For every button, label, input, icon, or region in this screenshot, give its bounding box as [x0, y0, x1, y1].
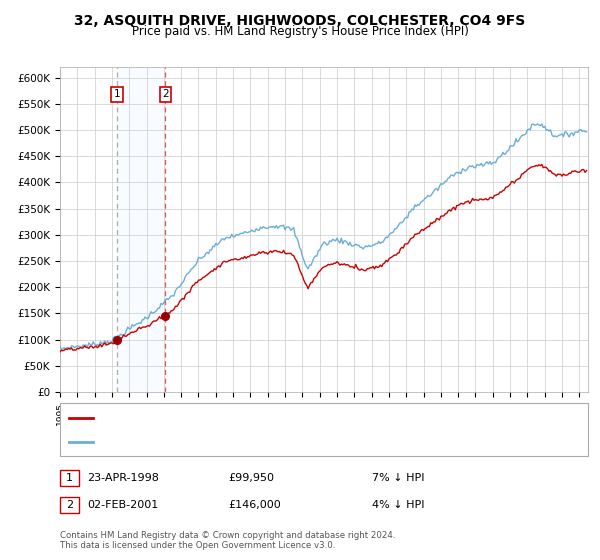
Bar [118, 67, 166, 392]
Text: £146,000: £146,000 [228, 500, 281, 510]
Text: 2: 2 [66, 500, 73, 510]
Text: 23-APR-1998: 23-APR-1998 [87, 473, 159, 483]
Text: Contains HM Land Registry data © Crown copyright and database right 2024.
This d: Contains HM Land Registry data © Crown c… [60, 530, 395, 550]
Text: HPI: Average price, detached house, Colchester: HPI: Average price, detached house, Colc… [97, 436, 335, 446]
Text: 7% ↓ HPI: 7% ↓ HPI [372, 473, 425, 483]
Text: 32, ASQUITH DRIVE, HIGHWOODS, COLCHESTER, CO4 9FS: 32, ASQUITH DRIVE, HIGHWOODS, COLCHESTER… [74, 14, 526, 28]
Text: 02-FEB-2001: 02-FEB-2001 [87, 500, 158, 510]
Text: 32, ASQUITH DRIVE, HIGHWOODS, COLCHESTER, CO4 9FS (detached house): 32, ASQUITH DRIVE, HIGHWOODS, COLCHESTER… [97, 413, 478, 423]
Text: 1: 1 [66, 473, 73, 483]
Text: 4% ↓ HPI: 4% ↓ HPI [372, 500, 425, 510]
Text: 1: 1 [114, 90, 121, 100]
Text: 2: 2 [162, 90, 169, 100]
Text: £99,950: £99,950 [228, 473, 274, 483]
Text: Price paid vs. HM Land Registry's House Price Index (HPI): Price paid vs. HM Land Registry's House … [131, 25, 469, 38]
